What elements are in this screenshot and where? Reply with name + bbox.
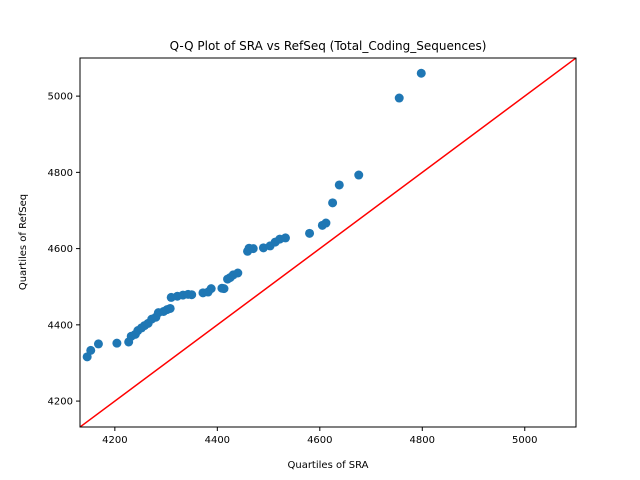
x-tick-label: 5000: [512, 435, 537, 446]
data-point: [321, 218, 331, 228]
data-point: [233, 268, 243, 278]
y-axis: 4200 4400 4600 4800 5000: [48, 92, 80, 408]
data-point: [305, 228, 315, 238]
data-point: [165, 303, 175, 313]
y-tick-label: 4800: [48, 168, 73, 179]
x-axis-label: Quartiles of SRA: [287, 460, 368, 471]
plot-frame: [79, 57, 577, 428]
data-point: [206, 284, 216, 294]
y-tick-label: 4200: [48, 397, 73, 408]
x-axis: 4200 4400 4600 4800 5000: [102, 427, 537, 446]
data-point: [93, 339, 103, 349]
y-tick-label: 4400: [48, 320, 73, 331]
y-tick-label: 4600: [48, 244, 73, 255]
y-axis-label: Quartiles of RefSeq: [18, 194, 29, 290]
data-point: [248, 244, 258, 254]
chart-title: Q-Q Plot of SRA vs RefSeq (Total_Coding_…: [170, 39, 487, 53]
data-point: [86, 345, 96, 355]
x-tick-label: 4400: [205, 435, 230, 446]
data-point: [112, 338, 122, 348]
data-point: [280, 233, 290, 243]
reference-line: [80, 58, 576, 427]
x-tick-label: 4800: [410, 435, 435, 446]
data-point: [394, 93, 404, 103]
data-point: [354, 170, 364, 180]
data-point: [416, 68, 426, 78]
x-tick-label: 4200: [102, 435, 127, 446]
y-tick-label: 5000: [48, 92, 73, 103]
data-point: [219, 284, 229, 294]
data-point: [334, 180, 344, 190]
data-point: [187, 290, 197, 300]
x-tick-label: 4600: [307, 435, 332, 446]
plot-area: [79, 57, 577, 428]
data-point: [328, 198, 338, 208]
